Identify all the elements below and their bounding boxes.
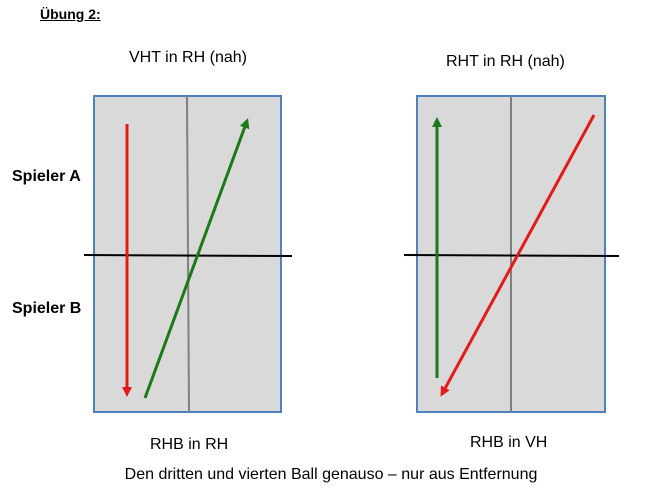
left-table-bottom-label: RHB in RH xyxy=(150,436,229,453)
left-green-arrow xyxy=(143,118,250,399)
exercise-heading: Übung 2: xyxy=(40,6,101,22)
left-table xyxy=(83,95,293,413)
player-b-label: Spieler B xyxy=(12,300,82,317)
left-table-top-label: VHT in RH (nah) xyxy=(129,49,247,66)
right-table-net xyxy=(403,254,620,257)
left-table-center-line xyxy=(186,95,190,413)
player-a-label: Spieler A xyxy=(12,168,81,185)
left-table-net xyxy=(83,254,293,257)
right-table-top-label: RHT in RH (nah) xyxy=(446,53,565,70)
right-table-bottom-label: RHB in VH xyxy=(470,434,548,451)
right-table xyxy=(403,95,620,413)
footer-note: Den dritten und vierten Ball genauso – n… xyxy=(124,466,538,483)
right-red-arrow xyxy=(440,114,596,397)
